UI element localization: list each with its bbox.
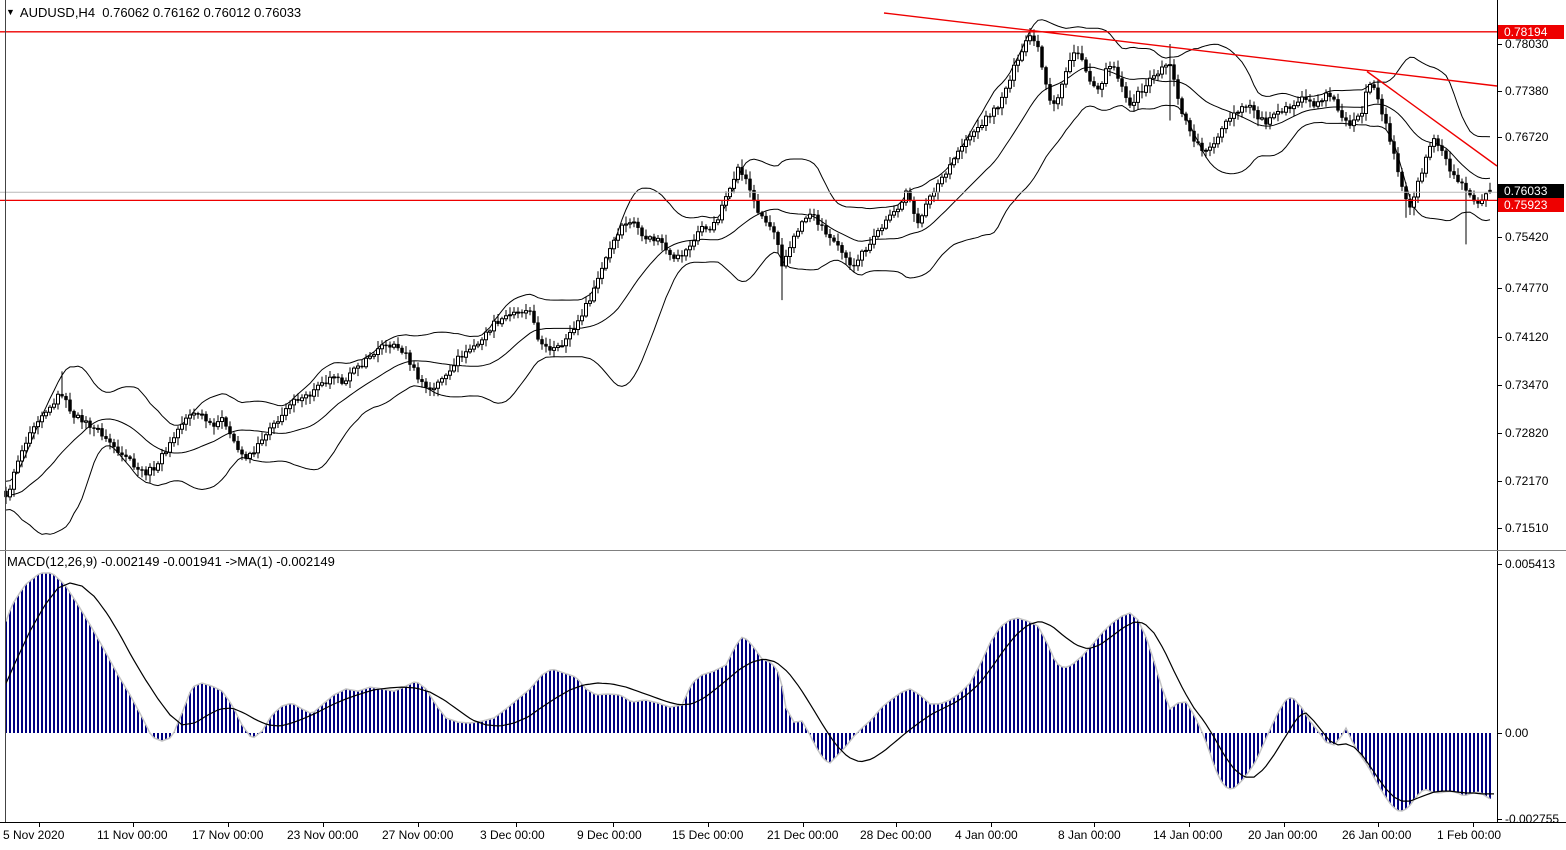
macd-indicator-label: MACD(12,26,9) -0.002149 -0.001941 ->MA(1… bbox=[7, 554, 335, 569]
macd-name: MACD(12,26,9) bbox=[7, 554, 98, 569]
price-axis-tick bbox=[1497, 433, 1502, 434]
price-badge: 0.78194 bbox=[1498, 25, 1564, 39]
chart-title: ▼ AUDUSD,H4 0.76062 0.76162 0.76012 0.760… bbox=[6, 5, 301, 20]
time-axis-label: 5 Nov 2020 bbox=[3, 828, 65, 842]
macd-main-line[interactable] bbox=[5, 572, 1491, 812]
price-axis-label: 0.73470 bbox=[1505, 378, 1549, 392]
macd-axis-tick bbox=[1497, 819, 1502, 820]
price-axis-label: 0.78030 bbox=[1505, 37, 1549, 51]
time-axis-tick bbox=[133, 822, 134, 827]
pane-separator[interactable] bbox=[0, 550, 1566, 551]
bollinger-upper-band[interactable] bbox=[5, 19, 1491, 482]
macd-indicator-pane[interactable] bbox=[0, 551, 1500, 822]
price-axis-tick bbox=[1497, 528, 1502, 529]
bar-open-value: 0.76062 bbox=[102, 5, 150, 20]
time-axis-label: 15 Dec 00:00 bbox=[672, 828, 744, 842]
time-axis-label: 1 Feb 00:00 bbox=[1437, 828, 1502, 842]
time-axis-tick bbox=[708, 822, 709, 827]
time-axis-tick bbox=[803, 822, 804, 827]
price-axis-tick bbox=[1497, 91, 1502, 92]
price-axis-label: 0.75420 bbox=[1505, 230, 1549, 244]
price-axis-tick bbox=[1497, 481, 1502, 482]
time-axis-label: 4 Jan 00:00 bbox=[955, 828, 1018, 842]
macd-main-value: -0.002149 bbox=[100, 554, 160, 569]
time-axis-label: 23 Nov 00:00 bbox=[287, 828, 359, 842]
price-axis-label: 0.74770 bbox=[1505, 281, 1549, 295]
time-axis-tick bbox=[323, 822, 324, 827]
time-axis-label: 17 Nov 00:00 bbox=[192, 828, 264, 842]
price-axis-label: 0.71510 bbox=[1505, 521, 1549, 535]
time-axis-label: 14 Jan 00:00 bbox=[1153, 828, 1223, 842]
time-axis-label: 20 Jan 00:00 bbox=[1248, 828, 1318, 842]
bullish-candle-bodies[interactable] bbox=[8, 35, 1488, 498]
time-axis-label: 9 Dec 00:00 bbox=[577, 828, 642, 842]
bar-low-value: 0.76012 bbox=[203, 5, 251, 20]
time-axis-tick bbox=[39, 822, 40, 827]
time-axis-tick bbox=[1284, 822, 1285, 827]
time-axis-tick bbox=[516, 822, 517, 827]
price-axis-tick bbox=[1497, 237, 1502, 238]
price-axis-border bbox=[1497, 0, 1498, 822]
macd-ma-value: -0.002149 bbox=[276, 554, 335, 569]
indicator-collapse-arrow-icon[interactable]: ▼ bbox=[6, 7, 15, 17]
bearish-candle-bodies[interactable] bbox=[4, 35, 1492, 498]
macd-signal-line[interactable] bbox=[5, 582, 1494, 802]
time-axis-tick bbox=[613, 822, 614, 827]
time-axis-label: 11 Nov 00:00 bbox=[97, 828, 168, 842]
price-axis-tick bbox=[1497, 337, 1502, 338]
price-axis-label: 0.74120 bbox=[1505, 330, 1549, 344]
macd-axis-tick bbox=[1497, 564, 1502, 565]
price-axis-tick bbox=[1497, 385, 1502, 386]
descending-trendline-2[interactable] bbox=[1366, 70, 1498, 167]
bar-close-value: 0.76033 bbox=[254, 5, 302, 20]
time-axis-label: 26 Jan 00:00 bbox=[1342, 828, 1412, 842]
price-axis-label: 0.72820 bbox=[1505, 426, 1549, 440]
symbol-timeframe-label: AUDUSD,H4 bbox=[19, 5, 96, 20]
price-axis-label: 0.72170 bbox=[1505, 474, 1549, 488]
price-axis-label: 0.77380 bbox=[1505, 84, 1549, 98]
macd-signal-value: -0.001941 bbox=[163, 554, 222, 569]
price-chart-pane[interactable] bbox=[0, 0, 1500, 551]
bollinger-lower-band[interactable] bbox=[5, 104, 1491, 535]
macd-axis-label: -0.002755 bbox=[1505, 812, 1560, 826]
time-axis-tick bbox=[228, 822, 229, 827]
time-axis-tick bbox=[418, 822, 419, 827]
macd-histogram-bars[interactable] bbox=[5, 573, 1491, 811]
macd-ma-label: ->MA(1) bbox=[225, 554, 273, 569]
time-axis-tick bbox=[1473, 822, 1474, 827]
time-axis-tick bbox=[896, 822, 897, 827]
descending-trendline-1[interactable] bbox=[883, 12, 1498, 87]
price-badge: 0.75923 bbox=[1498, 198, 1564, 212]
time-axis-label: 8 Jan 00:00 bbox=[1058, 828, 1121, 842]
price-axis-tick bbox=[1497, 44, 1502, 45]
time-axis-border bbox=[0, 822, 1566, 823]
time-axis-label: 28 Dec 00:00 bbox=[860, 828, 932, 842]
macd-axis-label: 0.00 bbox=[1505, 726, 1529, 740]
time-axis-tick bbox=[1094, 822, 1095, 827]
macd-axis-label: 0.005413 bbox=[1505, 557, 1556, 571]
time-axis-tick bbox=[991, 822, 992, 827]
time-axis-tick bbox=[1378, 822, 1379, 827]
price-axis-tick bbox=[1497, 288, 1502, 289]
bar-high-value: 0.76162 bbox=[152, 5, 200, 20]
time-axis-tick bbox=[1189, 822, 1190, 827]
time-axis-label: 27 Nov 00:00 bbox=[382, 828, 454, 842]
time-axis-label: 3 Dec 00:00 bbox=[480, 828, 545, 842]
time-axis-label: 21 Dec 00:00 bbox=[767, 828, 839, 842]
bollinger-middle-band[interactable] bbox=[5, 66, 1491, 497]
price-axis-label: 0.76720 bbox=[1505, 130, 1549, 144]
macd-axis-tick bbox=[1497, 733, 1502, 734]
price-badge: 0.76033 bbox=[1498, 184, 1564, 198]
chart-left-border bbox=[5, 0, 6, 822]
price-axis-tick bbox=[1497, 137, 1502, 138]
